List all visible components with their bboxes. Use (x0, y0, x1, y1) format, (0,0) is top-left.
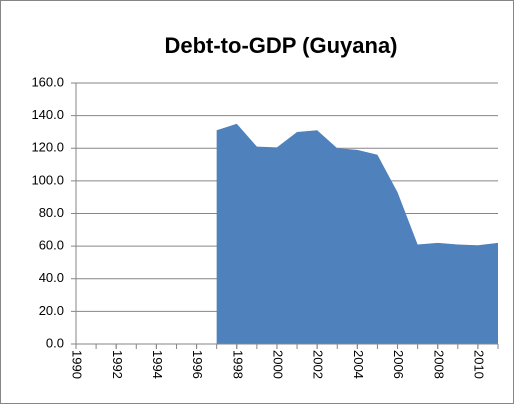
y-tick-label: 100.0 (31, 172, 64, 187)
x-tick-label: 1998 (230, 350, 245, 379)
y-tick-label: 40.0 (39, 270, 64, 285)
x-tick-label: 2010 (471, 350, 486, 379)
x-tick-label: 2002 (311, 350, 326, 379)
x-tick-label: 1992 (110, 350, 125, 379)
x-tick-label: 1990 (70, 350, 85, 379)
y-tick-label: 20.0 (39, 303, 64, 318)
y-tick-label: 80.0 (39, 205, 64, 220)
x-tick-label: 1996 (190, 350, 205, 379)
y-tick-label: 120.0 (31, 140, 64, 155)
y-tick-label: 160.0 (31, 74, 64, 89)
y-tick-label: 140.0 (31, 107, 64, 122)
chart-title: Debt-to-GDP (Guyana) (164, 33, 397, 58)
x-tick-label: 2008 (431, 350, 446, 379)
x-tick-label: 1994 (150, 350, 165, 379)
x-tick-label: 2000 (271, 350, 286, 379)
y-tick-label: 60.0 (39, 238, 64, 253)
y-tick-label: 0.0 (46, 335, 64, 350)
x-tick-label: 2006 (391, 350, 406, 379)
area (216, 123, 498, 344)
x-tick-label: 2004 (351, 350, 366, 379)
